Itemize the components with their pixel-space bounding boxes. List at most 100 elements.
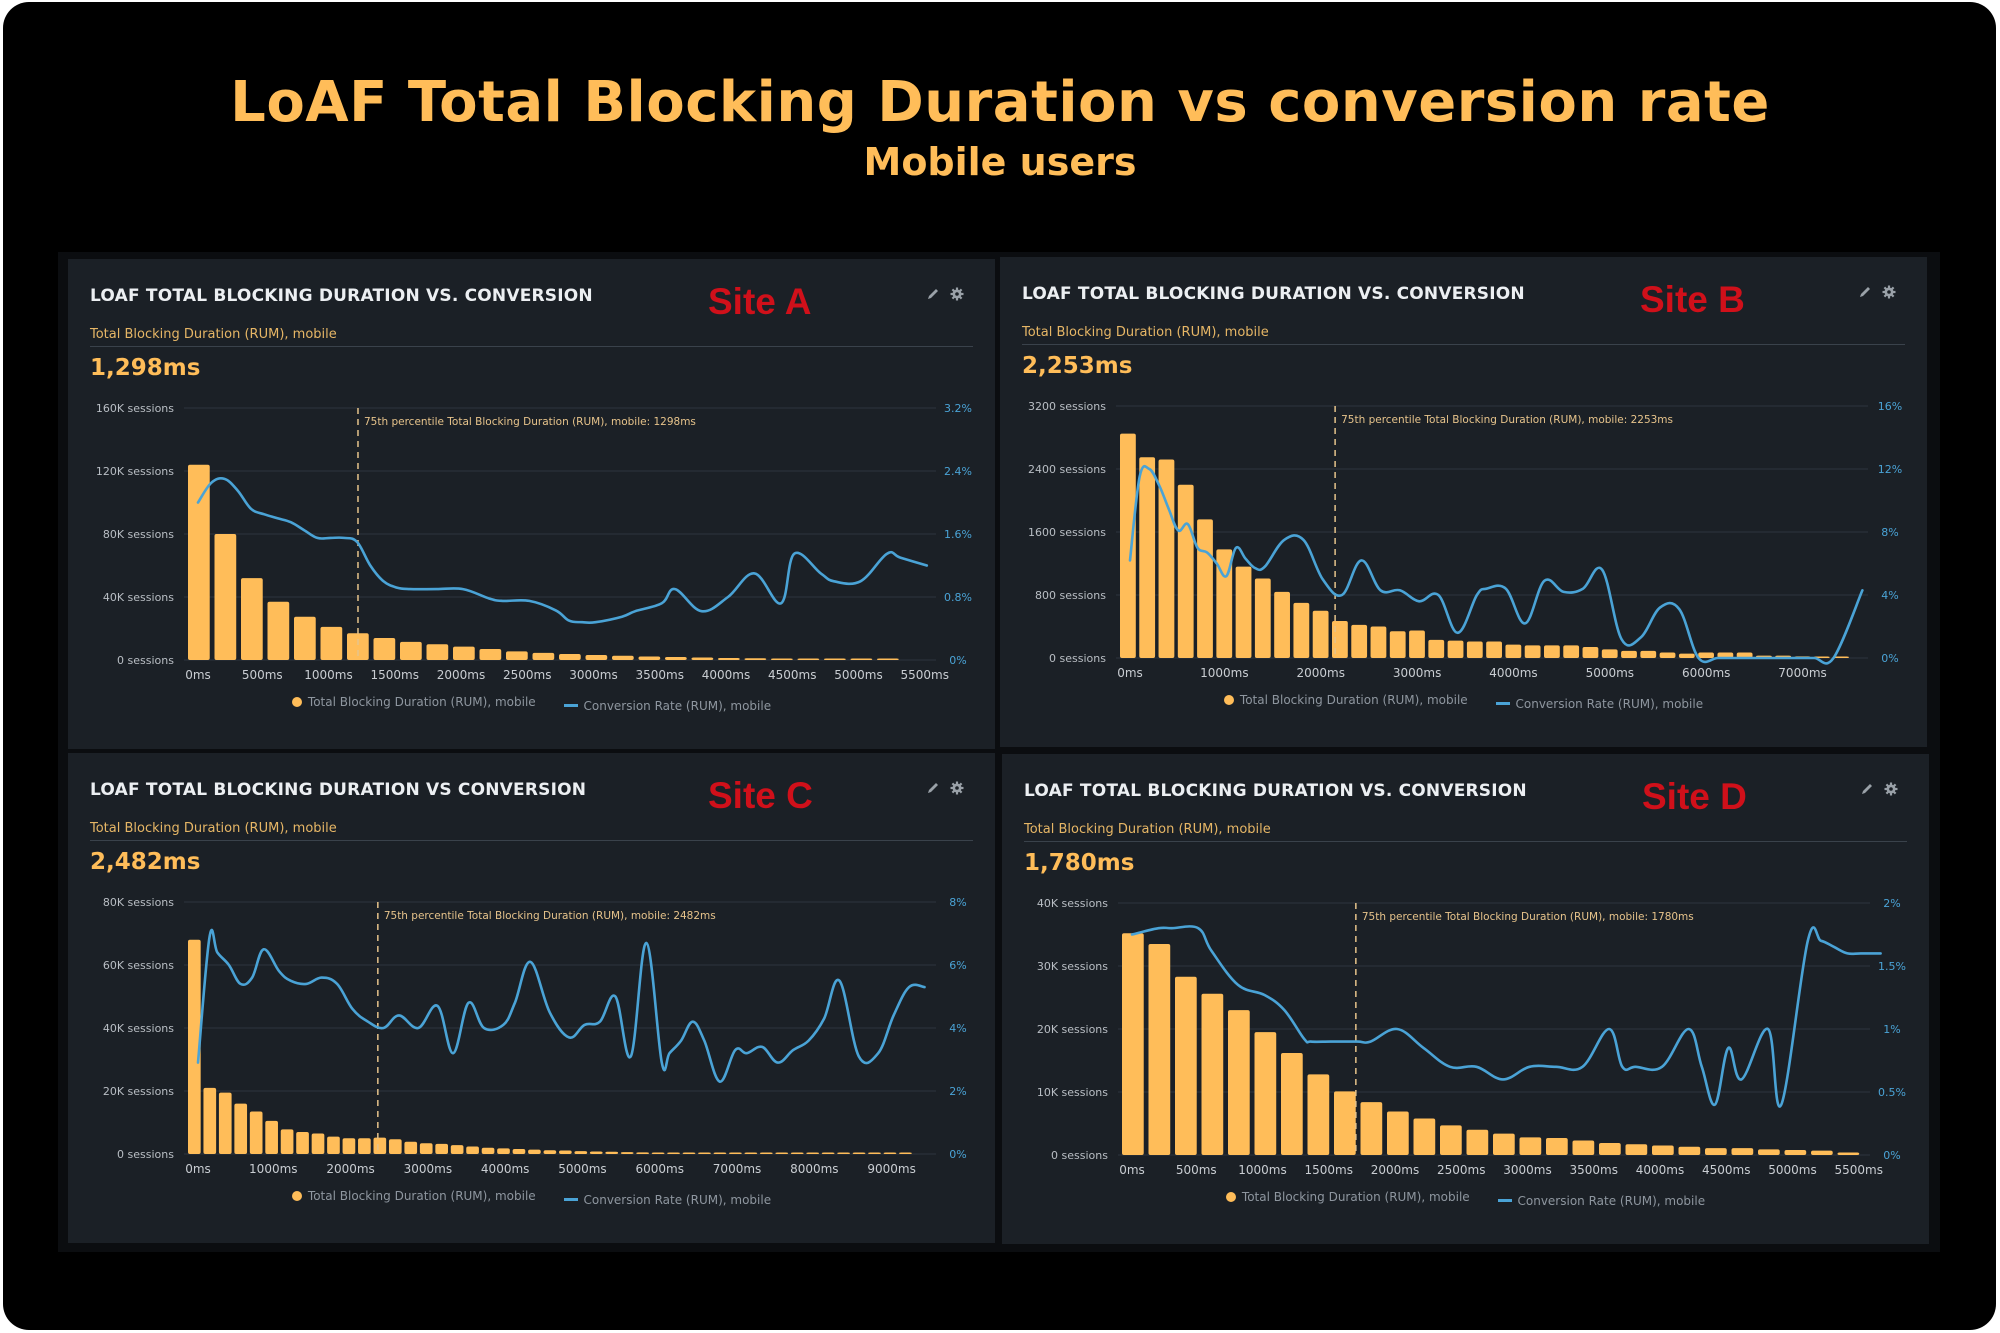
legend-item-bars[interactable]: Total Blocking Duration (RUM), mobile: [1223, 693, 1468, 707]
bar[interactable]: [419, 1143, 433, 1154]
bar[interactable]: [1139, 457, 1156, 658]
bar[interactable]: [373, 637, 396, 660]
bar[interactable]: [1572, 1140, 1595, 1155]
conversion-rate-line[interactable]: [196, 928, 926, 1083]
bar[interactable]: [1334, 1091, 1356, 1155]
bar[interactable]: [453, 646, 475, 660]
bar[interactable]: [612, 655, 634, 660]
bar[interactable]: [1254, 578, 1271, 658]
bar[interactable]: [400, 641, 422, 660]
bar[interactable]: [342, 1138, 356, 1154]
pencil-icon[interactable]: [1857, 284, 1873, 300]
bar[interactable]: [1428, 639, 1445, 658]
bar[interactable]: [698, 1152, 711, 1155]
bar[interactable]: [497, 1148, 510, 1154]
bar[interactable]: [806, 1152, 820, 1155]
bar[interactable]: [1197, 519, 1213, 658]
gear-icon[interactable]: [1881, 284, 1897, 300]
bar[interactable]: [1409, 630, 1425, 658]
bar[interactable]: [296, 1131, 309, 1154]
legend-item-line[interactable]: Conversion Rate (RUM), mobile: [1497, 1194, 1705, 1208]
bar[interactable]: [532, 652, 555, 660]
bar[interactable]: [203, 1087, 217, 1154]
bar[interactable]: [1360, 1102, 1383, 1155]
bar[interactable]: [311, 1133, 325, 1154]
bar[interactable]: [1563, 645, 1580, 658]
legend-item-line[interactable]: Conversion Rate (RUM), mobile: [563, 1193, 771, 1207]
bar[interactable]: [1833, 656, 1849, 659]
pencil-icon[interactable]: [925, 286, 941, 302]
bar[interactable]: [877, 658, 899, 661]
gear-icon[interactable]: [949, 780, 965, 796]
bar[interactable]: [559, 1150, 572, 1154]
bar[interactable]: [1389, 631, 1406, 658]
gear-icon[interactable]: [1883, 781, 1899, 797]
conversion-rate-line[interactable]: [1130, 925, 1882, 1108]
bar[interactable]: [1698, 652, 1714, 658]
bar[interactable]: [373, 1137, 387, 1154]
legend-item-bars[interactable]: Total Blocking Duration (RUM), mobile: [291, 695, 536, 709]
bar[interactable]: [1447, 640, 1464, 658]
bar[interactable]: [713, 1152, 727, 1155]
bar[interactable]: [1148, 943, 1171, 1155]
bar[interactable]: [1486, 641, 1502, 658]
bar[interactable]: [868, 1152, 881, 1155]
bar[interactable]: [1599, 1143, 1621, 1155]
bar[interactable]: [1120, 433, 1136, 658]
bar[interactable]: [450, 1145, 464, 1154]
bar[interactable]: [1466, 1129, 1489, 1155]
bar[interactable]: [824, 658, 846, 661]
bar[interactable]: [1235, 566, 1252, 658]
legend-item-line[interactable]: Conversion Rate (RUM), mobile: [563, 699, 771, 713]
bar[interactable]: [790, 1152, 804, 1155]
bar[interactable]: [188, 939, 201, 1154]
bar[interactable]: [512, 1148, 526, 1154]
bar[interactable]: [1546, 1137, 1568, 1155]
bar[interactable]: [651, 1152, 665, 1155]
bar[interactable]: [1177, 484, 1194, 658]
bar[interactable]: [249, 1111, 263, 1154]
bar[interactable]: [1621, 650, 1637, 658]
bar[interactable]: [850, 658, 873, 661]
bar[interactable]: [1736, 652, 1753, 658]
bar[interactable]: [1813, 656, 1830, 659]
bar[interactable]: [1254, 1032, 1277, 1155]
bar[interactable]: [1351, 624, 1368, 658]
bar[interactable]: [1466, 641, 1483, 658]
bar[interactable]: [620, 1152, 634, 1154]
bar[interactable]: [821, 1152, 835, 1155]
bar[interactable]: [775, 1152, 789, 1155]
bar[interactable]: [1413, 1118, 1436, 1155]
bar[interactable]: [667, 1152, 680, 1155]
bar[interactable]: [1293, 602, 1310, 658]
bar[interactable]: [605, 1151, 619, 1154]
conversion-rate-line[interactable]: [196, 477, 929, 625]
bar[interactable]: [1158, 459, 1175, 658]
bar[interactable]: [744, 1152, 758, 1155]
bar[interactable]: [241, 578, 263, 660]
bar[interactable]: [638, 656, 661, 660]
bar[interactable]: [729, 1152, 742, 1155]
bar[interactable]: [744, 658, 767, 660]
legend-item-bars[interactable]: Total Blocking Duration (RUM), mobile: [291, 1189, 536, 1203]
bar[interactable]: [265, 1120, 278, 1154]
bar[interactable]: [479, 648, 502, 660]
pencil-icon[interactable]: [1859, 781, 1875, 797]
bar[interactable]: [691, 657, 714, 660]
bar[interactable]: [1705, 1148, 1727, 1155]
bar[interactable]: [1505, 644, 1522, 658]
bar[interactable]: [294, 616, 316, 660]
bar[interactable]: [358, 1138, 371, 1154]
bar[interactable]: [1228, 1010, 1250, 1155]
bar[interactable]: [214, 534, 237, 660]
conversion-rate-line[interactable]: [1128, 464, 1864, 665]
bar[interactable]: [1811, 1150, 1833, 1155]
bar[interactable]: [1625, 1144, 1648, 1155]
bar[interactable]: [280, 1129, 294, 1154]
legend-item-bars[interactable]: Total Blocking Duration (RUM), mobile: [1225, 1190, 1470, 1204]
bar[interactable]: [435, 1143, 449, 1154]
bar[interactable]: [1387, 1111, 1409, 1155]
gear-icon[interactable]: [949, 286, 965, 302]
bar[interactable]: [585, 654, 608, 660]
bar[interactable]: [1281, 1052, 1303, 1155]
